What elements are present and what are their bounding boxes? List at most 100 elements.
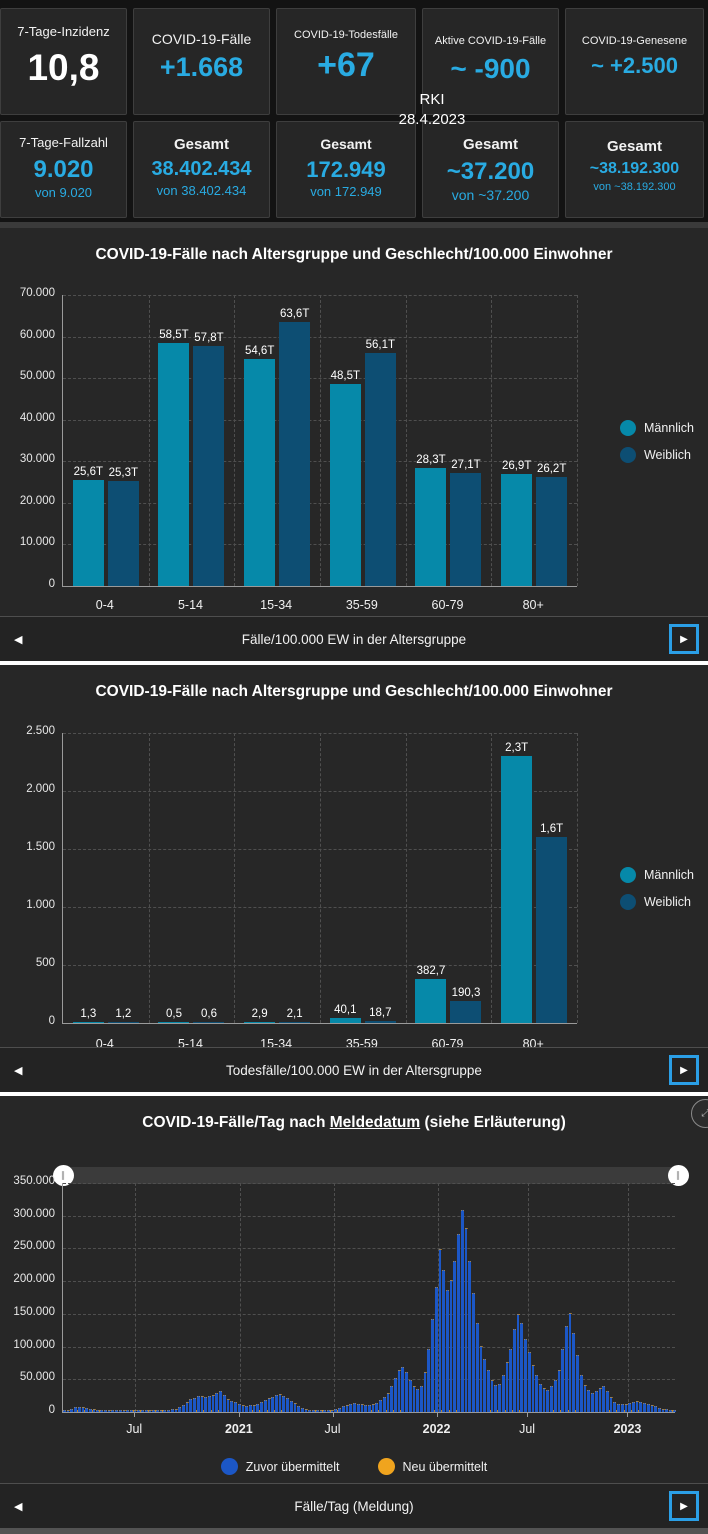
bar-männlich[interactable]: 40,1 [329, 1004, 361, 1023]
gridline-vertical [333, 1183, 335, 1412]
daily-cases-bar [591, 1392, 594, 1412]
next-page-button[interactable]: ▶ [669, 624, 699, 654]
bar-männlich[interactable]: 382,7 [415, 965, 447, 1023]
previous-arrow-icon[interactable]: ◀ [14, 633, 23, 646]
daily-cases-bar [576, 1355, 579, 1412]
daily-cases-bar [509, 1348, 512, 1412]
daily-cases-bar [646, 1403, 650, 1412]
stat-card-title: COVID-19-Fälle [151, 31, 252, 47]
y-tick-label: 20.000 [19, 494, 55, 507]
daily-cases-bar [512, 1329, 516, 1412]
daily-cases-bar [103, 1410, 107, 1412]
bar-value-label: 1,2 [115, 1008, 132, 1020]
bar-männlich[interactable]: 26,9T [501, 460, 533, 586]
bar-männlich[interactable]: 25,6T [72, 466, 104, 586]
gridline-horizontal [63, 1248, 675, 1250]
bar-männlich[interactable]: 58,5T [158, 329, 190, 586]
x-category-label: 5-14 [177, 598, 203, 612]
previous-arrow-icon[interactable]: ◀ [14, 1500, 23, 1513]
bar-weiblich[interactable]: 57,8T [193, 332, 225, 586]
bar-weiblich[interactable]: 56,1T [364, 339, 396, 586]
bar-weiblich[interactable]: 27,1T [450, 459, 482, 586]
bar-weiblich[interactable]: 1,6T [536, 823, 568, 1023]
daily-cases-bar [531, 1365, 535, 1412]
daily-cases-bar [434, 1286, 438, 1412]
bar-weiblich[interactable]: 26,2T [536, 463, 568, 586]
previous-arrow-icon[interactable]: ◀ [14, 1064, 23, 1077]
chart-cases-by-age-panel: COVID-19-Fälle nach Altersgruppe und Ges… [0, 228, 708, 661]
bar-group-60-79: 28,3T 27,1T [406, 295, 493, 586]
daily-cases-bar [639, 1401, 643, 1412]
y-tick-label: 0 [48, 578, 55, 590]
bar-group-0-4: 25,6T 25,3T [63, 295, 150, 586]
title-prefix: COVID-19-Fälle/Tag nach [142, 1114, 330, 1131]
bar-männlich[interactable]: 2,9 [244, 1008, 276, 1023]
daily-cases-bar [356, 1403, 360, 1412]
gridline-horizontal [63, 1281, 675, 1283]
time-range-slider[interactable]: ∥ ∥ [53, 1165, 689, 1186]
legend-dot [619, 867, 636, 883]
bar-value-label: 18,7 [369, 1006, 392, 1019]
legend-item-zuvor: Zuvor übermittelt [220, 1458, 340, 1475]
chart-footer: ◀ Todesfälle/100.000 EW in der Altersgru… [0, 1047, 708, 1092]
y-tick-label: 2.500 [26, 725, 55, 737]
stat-card-total-value: 9.020 [33, 155, 94, 183]
daily-cases-bar [539, 1383, 542, 1412]
title-suffix: (siehe Erläuterung) [420, 1114, 566, 1131]
x-tick-mark [134, 1413, 136, 1417]
daily-cases-bar [520, 1322, 524, 1412]
bar-pair: 54,6T 63,6T [244, 308, 311, 586]
daily-cases-bar [334, 1409, 338, 1412]
bar-männlich[interactable]: 54,6T [244, 345, 276, 586]
daily-cases-bar [167, 1409, 170, 1412]
daily-cases-bar [286, 1397, 289, 1412]
bar-group-5-14: 58,5T 57,8T [149, 295, 236, 586]
next-arrow-icon: ▶ [680, 1500, 688, 1512]
slider-handle-right[interactable]: ∥ [668, 1165, 689, 1186]
gridline-vertical [528, 1183, 530, 1412]
bar-pair: 40,1 18,7 [329, 1004, 396, 1023]
bar-weiblich[interactable]: 2,1 [279, 1008, 311, 1023]
legend-label: Weiblich [643, 895, 691, 909]
daily-cases-bar [364, 1405, 367, 1412]
stat-card-1-bottom: Gesamt 38.402.434 von 38.402.434 [133, 121, 270, 218]
daily-cases-bar [237, 1403, 241, 1412]
daily-cases-bar [472, 1293, 475, 1412]
daily-cases-bar [308, 1409, 312, 1412]
slider-handle-left[interactable]: ∥ [53, 1165, 74, 1186]
stat-card-total-value: 172.949 [306, 157, 386, 183]
x-tick-label: Jul [519, 1422, 536, 1436]
x-tick-label: Jul [324, 1422, 341, 1436]
daily-cases-bar [494, 1384, 498, 1412]
daily-cases-bar [613, 1401, 617, 1412]
next-page-button[interactable]: ▶ [669, 1055, 699, 1085]
y-tick-label: 0 [48, 1015, 55, 1027]
bar-weiblich[interactable]: 18,7 [364, 1007, 396, 1023]
bar-männlich[interactable]: 48,5T [329, 370, 361, 586]
bar-weiblich[interactable]: 63,6T [279, 308, 311, 586]
bar-weiblich[interactable]: 1,2 [107, 1008, 139, 1023]
bar-männlich[interactable]: 1,3 [72, 1008, 104, 1023]
bar-männlich[interactable]: 0,5 [158, 1008, 190, 1023]
daily-cases-bar [349, 1403, 353, 1412]
stat-card-total-sub: von ~38.192.300 [593, 181, 676, 194]
title-link[interactable]: Meldedatum [329, 1114, 421, 1131]
bar-weiblich[interactable]: 25,3T [107, 467, 139, 586]
bar-männlich[interactable]: 2,3T [501, 742, 533, 1023]
gridline-horizontal [63, 1215, 675, 1217]
next-page-button[interactable]: ▶ [669, 1491, 699, 1521]
stat-card-value: +1.668 [159, 52, 244, 83]
plot-area [62, 1183, 676, 1413]
daily-cases-bar [658, 1407, 661, 1412]
bar-value-label: 56,1T [365, 338, 396, 351]
daily-cases-bar [323, 1410, 327, 1412]
bar-männlich[interactable]: 28,3T [415, 454, 447, 586]
daily-cases-bar [341, 1406, 345, 1412]
daily-cases-bar [408, 1379, 412, 1412]
x-tick-mark [436, 1413, 438, 1417]
bar-weiblich[interactable]: 0,6 [193, 1008, 225, 1023]
daily-cases-bar [583, 1384, 587, 1412]
bar-weiblich[interactable]: 190,3 [450, 987, 482, 1023]
stat-card-title: Gesamt [462, 136, 519, 153]
chart-title: COVID-19-Fälle/Tag nach Meldedatum (sieh… [0, 1114, 708, 1132]
